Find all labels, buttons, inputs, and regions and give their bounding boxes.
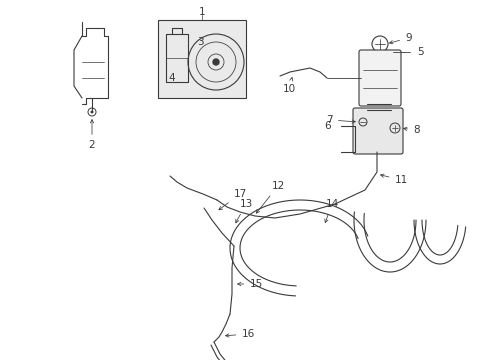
Text: 8: 8 — [403, 125, 419, 135]
Text: 16: 16 — [225, 329, 254, 339]
Text: 10: 10 — [282, 77, 295, 94]
Text: 1: 1 — [198, 7, 205, 17]
Text: 2: 2 — [88, 120, 95, 150]
Text: 7: 7 — [325, 115, 355, 125]
Text: 13: 13 — [235, 199, 252, 223]
Text: 17: 17 — [219, 189, 246, 210]
Circle shape — [213, 59, 219, 65]
Text: 11: 11 — [380, 174, 407, 185]
Circle shape — [90, 111, 93, 113]
Text: 6: 6 — [324, 121, 330, 131]
Text: 4: 4 — [168, 73, 175, 83]
Text: 14: 14 — [324, 199, 338, 222]
Text: 15: 15 — [237, 279, 262, 289]
Text: 9: 9 — [389, 33, 411, 44]
Text: 18: 18 — [0, 359, 1, 360]
Text: 3: 3 — [196, 37, 203, 47]
Bar — [158, 20, 245, 98]
FancyBboxPatch shape — [352, 108, 402, 154]
Text: 5: 5 — [416, 47, 423, 57]
Text: 12: 12 — [256, 181, 284, 213]
FancyBboxPatch shape — [358, 50, 400, 106]
